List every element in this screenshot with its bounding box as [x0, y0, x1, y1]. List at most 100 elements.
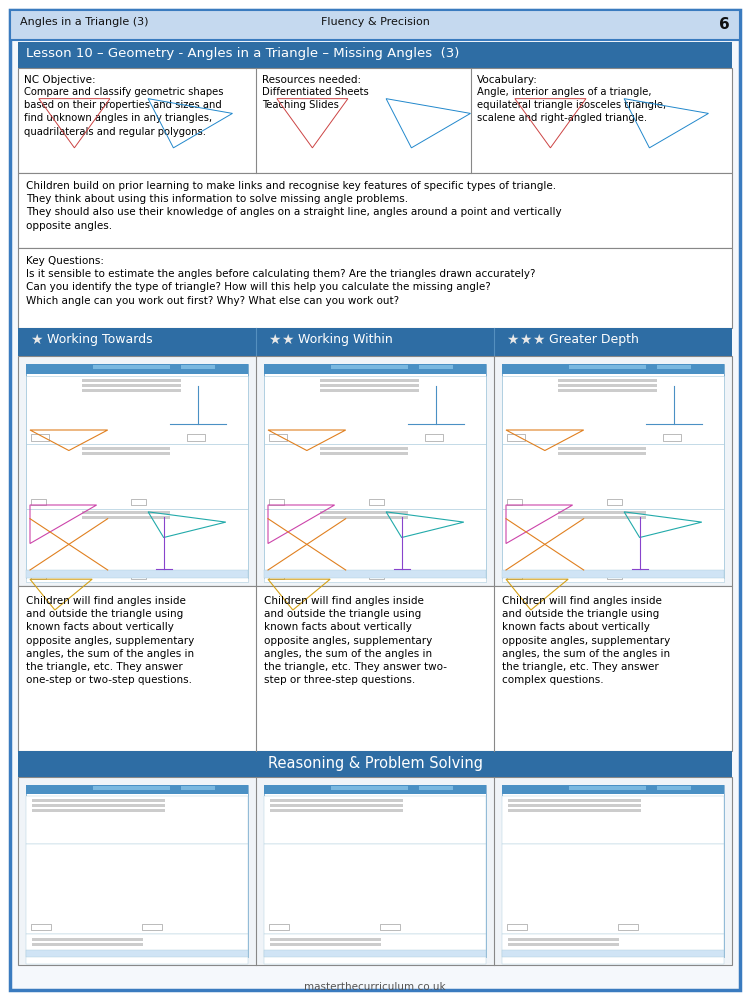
Bar — [508, 943, 619, 946]
Bar — [270, 809, 404, 812]
Bar — [32, 804, 165, 807]
Text: Vocabulary:: Vocabulary: — [477, 75, 538, 85]
Bar — [18, 248, 732, 328]
Bar — [507, 434, 525, 441]
Bar — [502, 364, 724, 578]
Bar — [187, 434, 205, 441]
Text: masterthecurriculum.co.uk: masterthecurriculum.co.uk — [304, 982, 446, 992]
Bar — [502, 785, 724, 957]
Bar — [269, 924, 289, 930]
Bar — [26, 376, 248, 444]
Text: Fluency & Precision: Fluency & Precision — [320, 17, 430, 27]
Bar — [26, 509, 248, 582]
Bar — [568, 365, 646, 369]
Bar — [182, 365, 214, 369]
Bar — [419, 786, 453, 790]
Bar — [320, 447, 408, 450]
Bar — [82, 452, 170, 455]
Text: Working Within: Working Within — [298, 333, 393, 346]
Text: Working Towards: Working Towards — [47, 333, 153, 346]
Text: ★: ★ — [506, 333, 518, 347]
Bar — [264, 364, 486, 578]
Bar — [607, 499, 622, 505]
Text: ★: ★ — [268, 333, 280, 347]
Bar — [82, 447, 170, 450]
Bar — [658, 365, 691, 369]
Bar — [264, 934, 486, 964]
Bar — [131, 573, 146, 579]
Text: Greater Depth: Greater Depth — [549, 333, 639, 346]
Text: ★: ★ — [280, 333, 293, 347]
Bar — [269, 499, 284, 505]
Bar — [320, 379, 419, 382]
Bar — [18, 68, 732, 173]
Text: Key Questions:
Is it sensible to estimate the angles before calculating them? Ar: Key Questions: Is it sensible to estimat… — [26, 256, 536, 306]
Bar — [663, 434, 681, 441]
Bar — [508, 809, 641, 812]
Bar — [508, 938, 619, 941]
Text: Children build on prior learning to make links and recognise key features of spe: Children build on prior learning to make… — [26, 181, 562, 231]
Text: Resources needed:: Resources needed: — [262, 75, 362, 85]
Bar — [557, 452, 646, 455]
Text: ★: ★ — [532, 333, 544, 347]
Bar — [502, 364, 724, 374]
Text: Reasoning & Problem Solving: Reasoning & Problem Solving — [268, 756, 482, 771]
Bar — [502, 785, 724, 794]
Bar — [320, 384, 419, 387]
Bar — [32, 938, 143, 941]
Text: Angle, interior angles of a triangle,
equilateral triangle isosceles triangle,
s: Angle, interior angles of a triangle, eq… — [477, 87, 666, 123]
Text: Angles in a Triangle (3): Angles in a Triangle (3) — [20, 17, 148, 27]
Bar — [26, 844, 248, 934]
Bar — [26, 364, 248, 374]
Text: NC Objective:: NC Objective: — [24, 75, 96, 85]
Bar — [18, 173, 732, 248]
Bar — [507, 924, 527, 930]
Bar — [264, 950, 486, 957]
Bar — [502, 570, 724, 578]
Text: 6: 6 — [719, 17, 730, 32]
Bar — [26, 934, 248, 964]
Bar — [32, 943, 143, 946]
Bar — [502, 844, 724, 934]
Bar — [557, 511, 646, 514]
Bar — [502, 950, 724, 957]
Bar — [331, 786, 408, 790]
Bar — [82, 379, 182, 382]
Bar — [502, 376, 724, 444]
Bar — [369, 499, 384, 505]
Bar — [18, 356, 732, 586]
Bar — [10, 10, 740, 40]
Bar — [264, 364, 486, 374]
Bar — [31, 499, 46, 505]
Text: Children will find angles inside
and outside the triangle using
known facts abou: Children will find angles inside and out… — [26, 596, 194, 685]
Bar — [18, 586, 732, 751]
Bar — [32, 809, 165, 812]
Bar — [557, 379, 658, 382]
Bar — [182, 786, 214, 790]
Bar — [320, 389, 419, 392]
Bar — [26, 950, 248, 957]
Bar — [264, 570, 486, 578]
Bar — [331, 365, 408, 369]
Bar — [425, 434, 443, 441]
Text: Differentiated Sheets
Teaching Slides: Differentiated Sheets Teaching Slides — [262, 87, 369, 110]
Bar — [264, 376, 486, 444]
Bar — [82, 384, 182, 387]
Bar — [31, 573, 46, 579]
Bar — [557, 516, 646, 519]
Bar — [32, 799, 165, 802]
Bar — [568, 786, 646, 790]
Text: Compare and classify geometric shapes
based on their properties and sizes and
fi: Compare and classify geometric shapes ba… — [24, 87, 224, 137]
Bar — [26, 444, 248, 509]
Bar — [502, 444, 724, 509]
Bar — [557, 384, 658, 387]
Bar — [26, 570, 248, 578]
Bar — [269, 573, 284, 579]
Bar — [320, 511, 408, 514]
Bar — [607, 573, 622, 579]
Bar — [508, 799, 641, 802]
Bar — [369, 573, 384, 579]
Bar — [618, 924, 638, 930]
Bar — [270, 943, 381, 946]
Bar — [658, 786, 691, 790]
